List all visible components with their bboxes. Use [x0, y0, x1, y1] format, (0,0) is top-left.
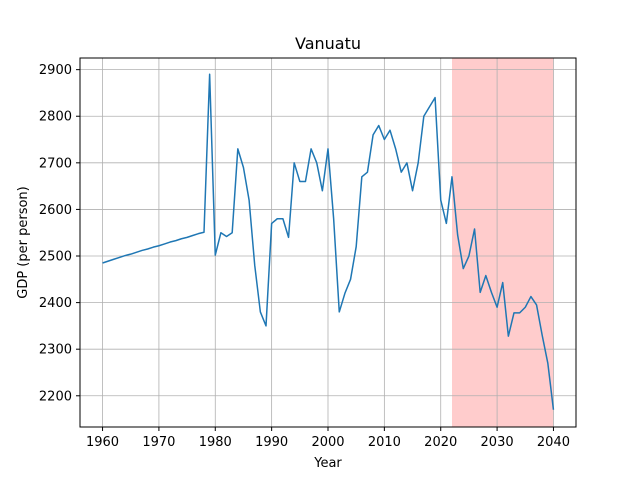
y-tick-label: 2400 [39, 296, 72, 311]
tick-layer: 1960 1970 1980 1990 2000 2010 2020 2030 2040 2200… [39, 63, 570, 450]
x-tick-label: 2020 [424, 435, 457, 450]
y-tick-label: 2600 [39, 203, 72, 218]
y-tick-label: 2800 [39, 110, 72, 125]
grid-layer [80, 58, 576, 427]
x-tick-label: 1980 [199, 435, 232, 450]
chart-title: Vanuatu [295, 34, 361, 53]
x-tick-label: 2030 [481, 435, 514, 450]
x-tick-label: 1960 [86, 435, 119, 450]
x-axis-label: Year [313, 456, 342, 471]
x-tick-label: 2000 [311, 435, 344, 450]
gdp-series-line [102, 73, 555, 410]
y-tick-label: 2700 [39, 156, 72, 171]
forecast-highlight-layer [452, 58, 554, 427]
x-tick-label: 1990 [255, 435, 288, 450]
series-layer [102, 73, 555, 410]
y-tick-label: 2200 [39, 389, 72, 404]
y-tick-label: 2300 [39, 343, 72, 358]
forecast-highlight-span [452, 58, 554, 427]
x-tick-label: 2010 [368, 435, 401, 450]
x-tick-label: 2040 [537, 435, 570, 450]
y-tick-label: 2500 [39, 250, 72, 265]
x-tick-label: 1970 [142, 435, 175, 450]
y-axis-label: GDP (per person) [16, 186, 31, 299]
y-tick-label: 2900 [39, 63, 72, 78]
